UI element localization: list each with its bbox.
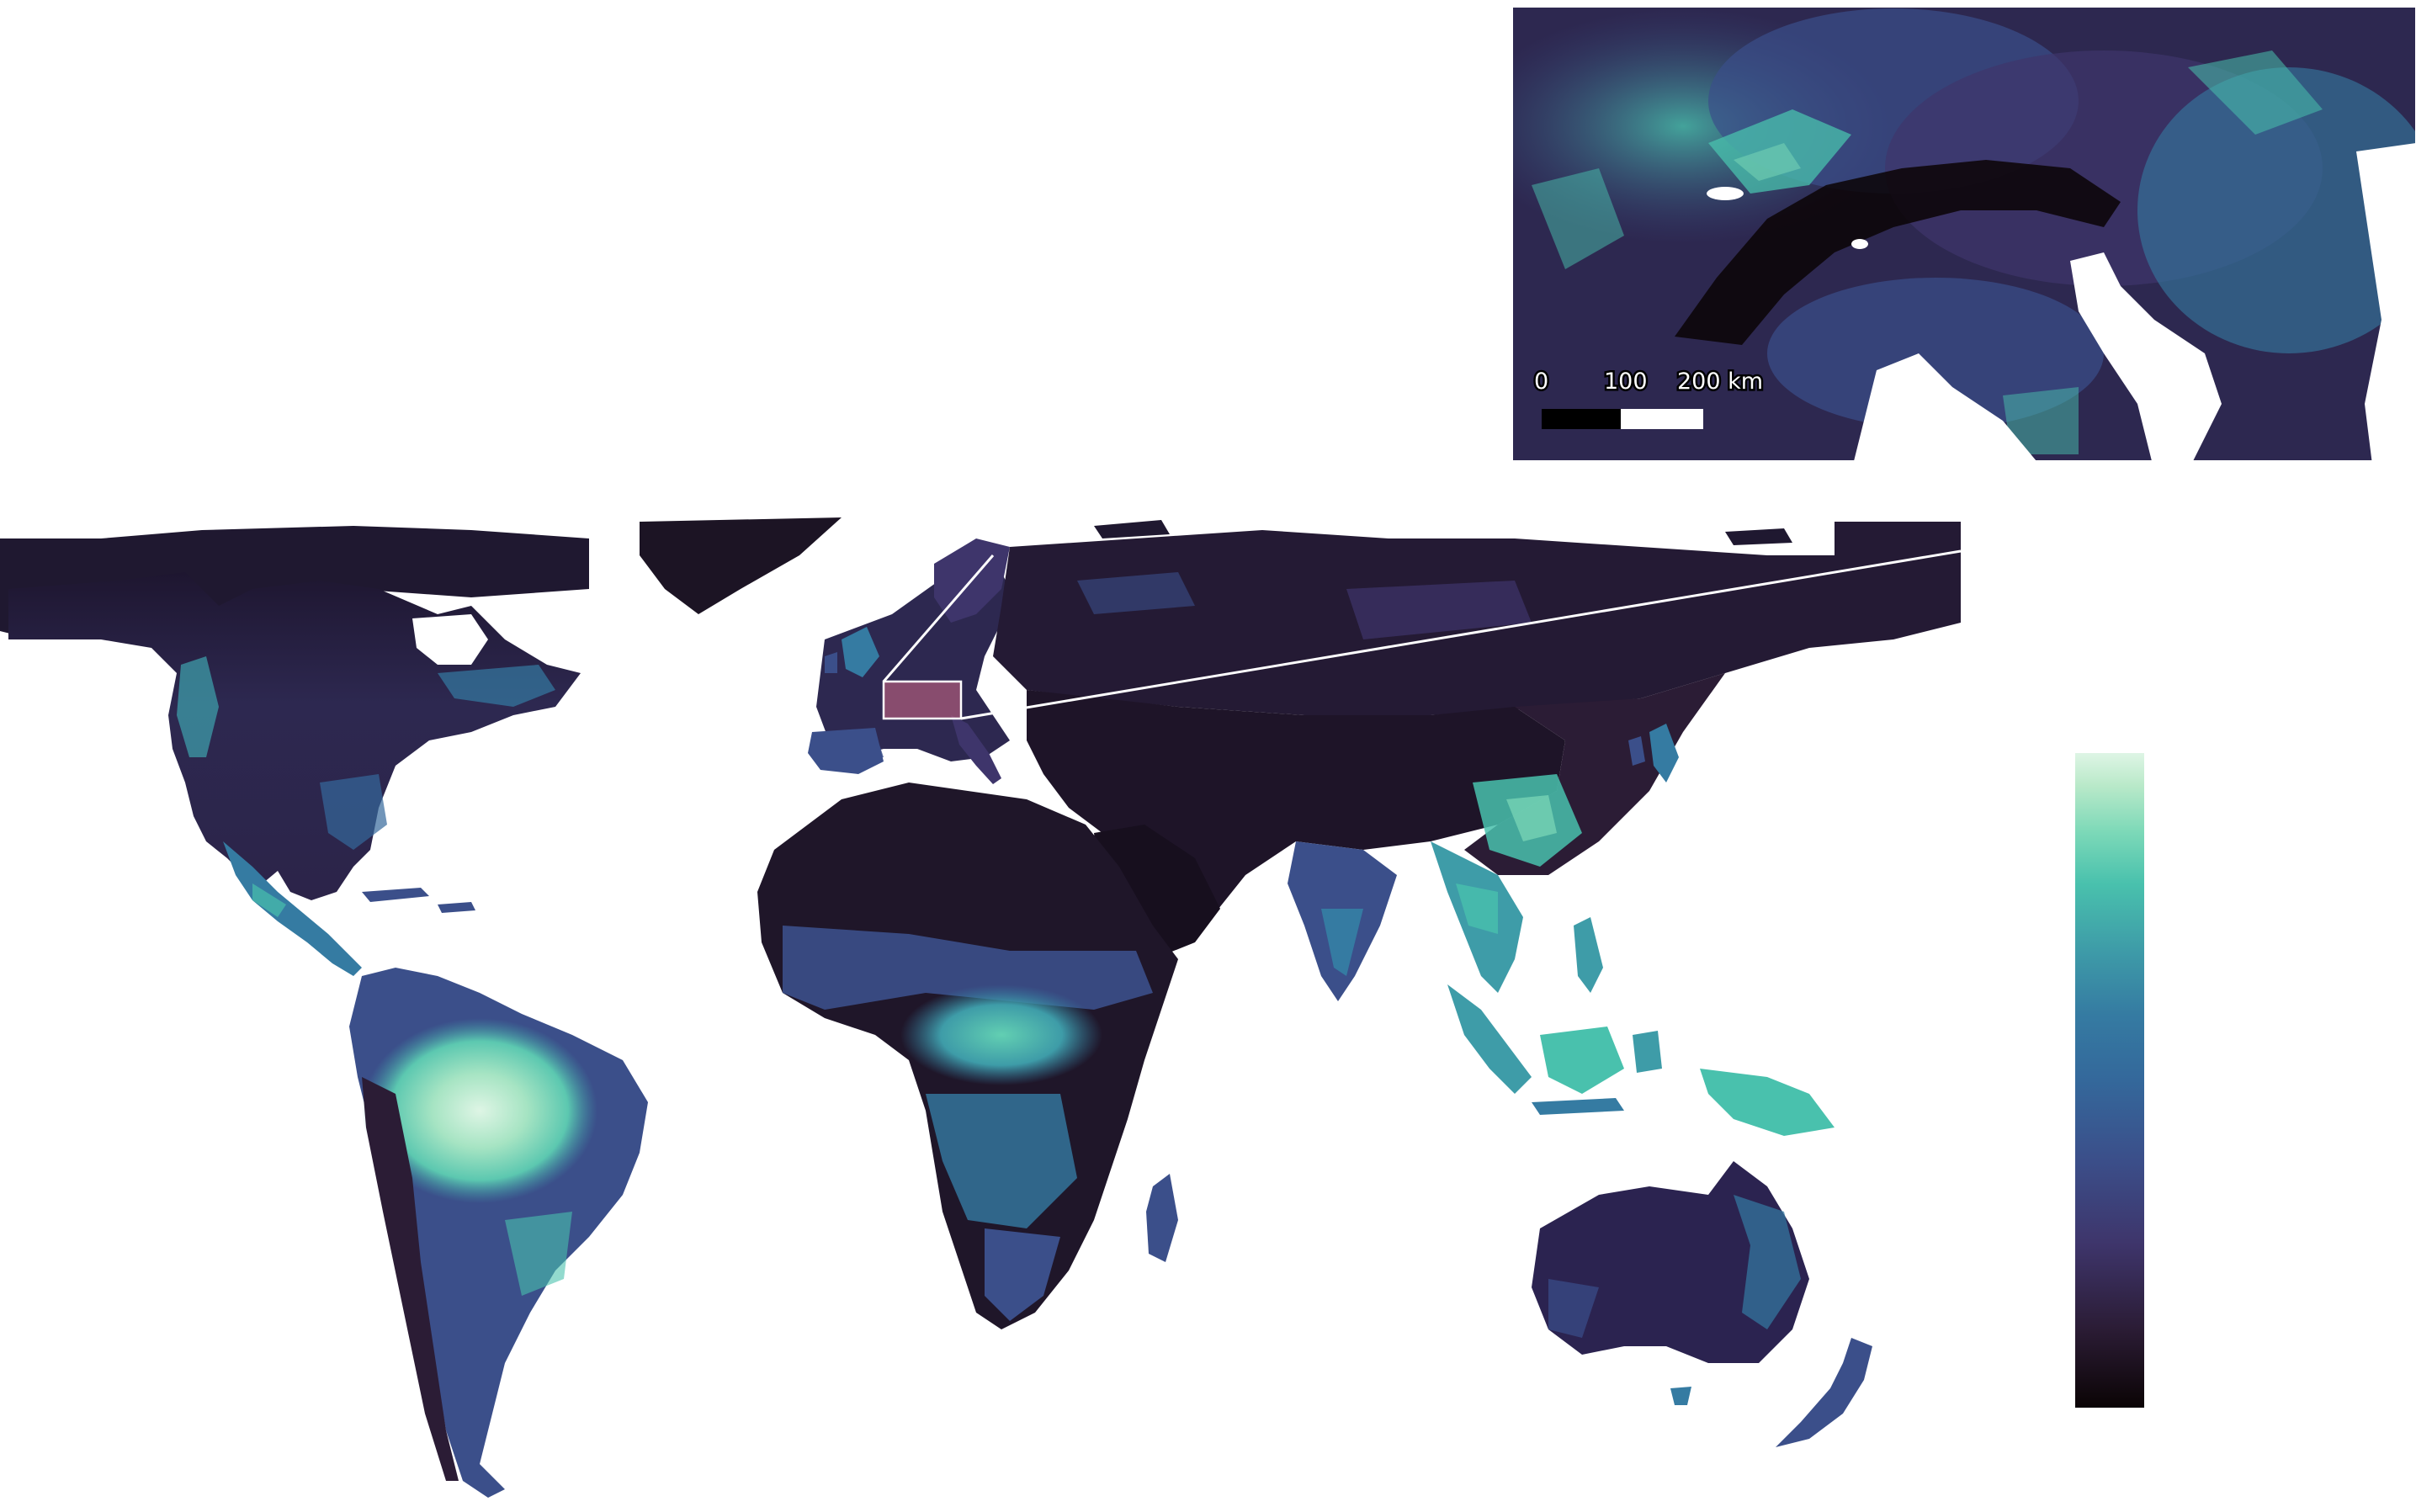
central-america (223, 841, 362, 976)
new-guinea (1700, 1069, 1835, 1136)
colorbar (2075, 753, 2144, 1408)
iberia (808, 728, 884, 774)
north-america (8, 572, 581, 900)
amazon-basin (362, 1018, 597, 1203)
highlight-box (882, 680, 963, 720)
italy (951, 715, 1001, 784)
scale-label-200: 200 km (1677, 369, 1763, 395)
scale-label-0: 0 (1534, 369, 1548, 395)
british-isles (842, 627, 879, 677)
madagascar (1146, 1174, 1178, 1262)
hudson-bay (412, 614, 488, 665)
inset-alpine-arc (1675, 160, 2121, 345)
inset-map (1512, 7, 2416, 461)
scale-label-100: 100 (1604, 369, 1648, 395)
new-zealand (1776, 1338, 1872, 1447)
japan (1649, 724, 1679, 783)
greenland (640, 517, 842, 614)
inset-sea (1854, 353, 2036, 461)
scale-bar: 0 100 200 km (1532, 367, 1766, 429)
scale-bar-segment-white (1621, 409, 1703, 429)
continents (0, 517, 1961, 1498)
indonesia (1447, 984, 1532, 1094)
scale-bar-segment-black (1542, 409, 1621, 429)
leader-line-left (882, 554, 995, 682)
leader-line-right (960, 549, 1962, 720)
